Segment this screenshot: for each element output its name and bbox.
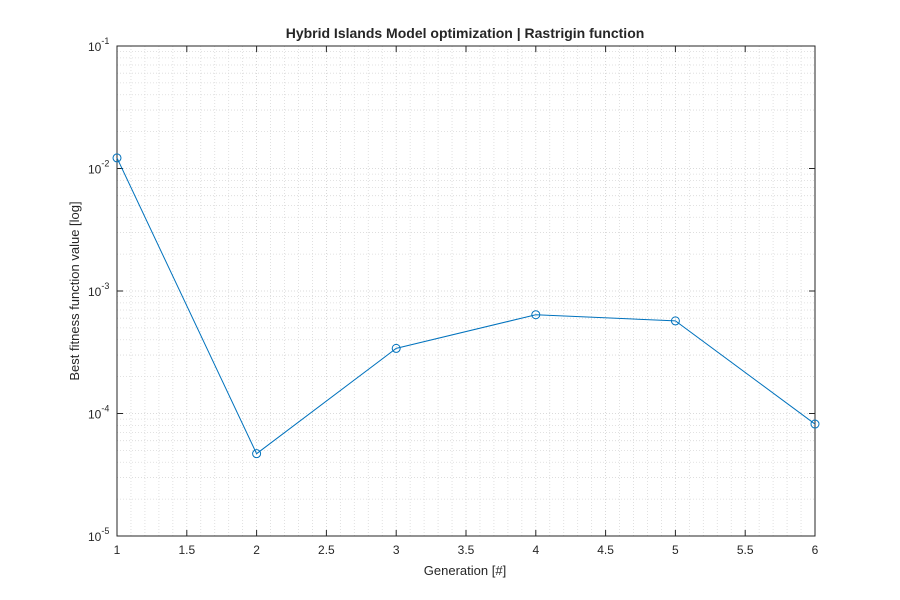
- x-axis-label: Generation [#]: [424, 563, 506, 578]
- data-point-marker: [531, 310, 541, 320]
- y-tick-labels: 10-5 10-4 10-3 10-2 10-1: [88, 36, 109, 544]
- x-tick-label: 3.5: [458, 543, 475, 557]
- series-layer: [112, 153, 820, 459]
- x-tick-label: 4.5: [597, 543, 614, 557]
- x-tick-label: 2.5: [318, 543, 335, 557]
- y-tick-label: 10-4: [88, 404, 109, 422]
- data-point-marker: [810, 419, 820, 429]
- x-tick-label: 6: [812, 543, 819, 557]
- x-tick-label: 1: [114, 543, 121, 557]
- chart-title: Hybrid Islands Model optimization | Rast…: [286, 25, 645, 41]
- x-tick-label: 1.5: [178, 543, 195, 557]
- x-tick-labels: 1 1.5 2 2.5 3 3.5 4 4.5 5 5.5 6: [114, 543, 819, 557]
- y-tick-label: 10-3: [88, 281, 109, 299]
- data-point-marker: [252, 449, 262, 459]
- y-tick-label: 10-1: [88, 36, 109, 54]
- x-tick-label: 5: [672, 543, 679, 557]
- y-tick-label: 10-2: [88, 159, 109, 177]
- y-tick-label: 10-5: [88, 526, 109, 544]
- data-point-marker: [391, 343, 401, 353]
- series-line: [116, 157, 816, 455]
- y-axis-label: Best fitness function value [log]: [67, 201, 82, 380]
- data-point-marker: [670, 316, 680, 326]
- x-tick-label: 4: [532, 543, 539, 557]
- x-tick-label: 2: [253, 543, 260, 557]
- x-tick-label: 3: [393, 543, 400, 557]
- data-point-marker: [112, 153, 122, 163]
- x-tick-label: 5.5: [737, 543, 754, 557]
- axis-ticks: [116, 45, 816, 537]
